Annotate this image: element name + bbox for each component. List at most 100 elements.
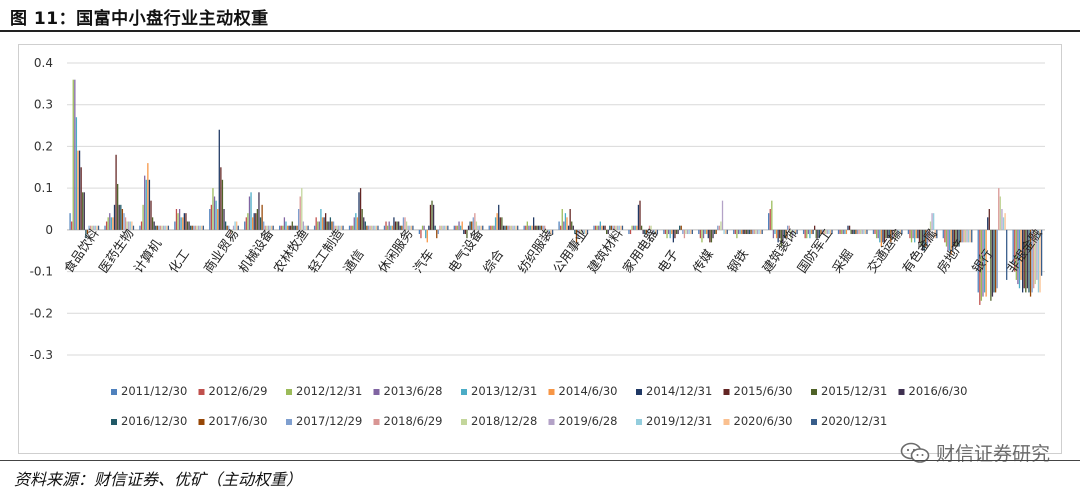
bar xyxy=(574,229,576,235)
bar xyxy=(437,229,439,235)
bar xyxy=(250,192,252,230)
bar xyxy=(980,229,983,301)
legend-swatch xyxy=(548,389,555,395)
bar xyxy=(410,225,412,230)
bar xyxy=(844,229,846,235)
bar xyxy=(712,229,714,239)
bar xyxy=(315,217,317,230)
bar xyxy=(750,229,752,235)
bar xyxy=(979,229,981,305)
bar xyxy=(279,225,281,230)
bar xyxy=(747,229,749,235)
bar xyxy=(512,225,514,230)
bar xyxy=(494,217,497,230)
bar xyxy=(491,225,494,230)
bar xyxy=(909,229,911,239)
bar xyxy=(109,213,111,230)
bar xyxy=(758,229,760,235)
bar xyxy=(280,225,282,230)
bar xyxy=(366,225,368,230)
bar xyxy=(232,225,235,230)
bar xyxy=(224,221,227,230)
bar xyxy=(128,221,130,230)
bar xyxy=(283,217,286,230)
bar xyxy=(885,229,887,239)
bar xyxy=(575,229,578,243)
bar xyxy=(912,229,914,239)
bar xyxy=(158,225,160,230)
legend-label: 2017/6/30 xyxy=(209,414,268,428)
bar xyxy=(969,229,971,243)
bar xyxy=(837,229,840,235)
bar xyxy=(710,229,713,243)
bar xyxy=(182,217,184,230)
bar xyxy=(875,229,878,239)
bar xyxy=(326,221,328,230)
bar xyxy=(425,229,427,239)
bar xyxy=(783,229,786,239)
bar xyxy=(375,225,378,230)
bar xyxy=(398,221,400,230)
bar xyxy=(218,129,220,230)
bar xyxy=(1022,229,1024,293)
bar xyxy=(864,229,867,235)
bar xyxy=(675,229,678,235)
bar xyxy=(655,229,657,235)
bar xyxy=(82,192,84,230)
bar xyxy=(301,188,303,230)
bar xyxy=(71,221,73,230)
y-tick-label: 0.1 xyxy=(34,181,53,195)
bar xyxy=(644,229,646,235)
bar xyxy=(220,167,222,230)
bar xyxy=(93,225,95,230)
bar xyxy=(713,229,716,235)
bar xyxy=(175,209,178,230)
category-label: 休闲服务 xyxy=(375,226,416,276)
bar xyxy=(85,229,87,239)
bar xyxy=(823,229,825,235)
bar xyxy=(510,225,512,230)
bar xyxy=(161,225,163,230)
bar xyxy=(648,225,651,230)
bar xyxy=(637,204,640,230)
bar xyxy=(656,229,659,235)
bar xyxy=(267,225,270,230)
bar xyxy=(447,225,449,230)
bar xyxy=(202,225,204,230)
bar xyxy=(80,167,82,230)
category-label: 医药生物 xyxy=(96,226,137,276)
bar xyxy=(371,225,373,230)
bar xyxy=(272,225,274,230)
bar xyxy=(258,192,260,230)
bar xyxy=(94,225,97,230)
bar xyxy=(444,225,446,230)
bar xyxy=(679,225,681,230)
bar xyxy=(213,196,216,230)
bar xyxy=(269,225,271,230)
bar xyxy=(1039,229,1041,293)
bar xyxy=(466,229,468,239)
bar xyxy=(432,204,435,230)
bar xyxy=(542,225,544,230)
legend-swatch xyxy=(198,419,205,425)
bar xyxy=(442,225,444,230)
bar xyxy=(251,217,254,230)
bar xyxy=(534,225,536,230)
bar xyxy=(967,229,970,243)
bar xyxy=(471,221,473,230)
bar xyxy=(363,217,365,230)
bar xyxy=(340,225,343,230)
bar xyxy=(560,225,562,230)
bar xyxy=(645,229,647,235)
bar xyxy=(752,229,754,235)
chart-frame: 0.4 0.3 0.2 0.1 0 -0.1 -0.2 -0.3 食品饮料 医药生物 计算机 化工 商业… xyxy=(18,44,1062,454)
bar xyxy=(563,221,565,230)
bar xyxy=(529,225,532,230)
bar xyxy=(131,221,133,230)
bar xyxy=(525,225,527,230)
bar xyxy=(774,229,776,235)
bar xyxy=(342,225,344,230)
bar xyxy=(197,225,200,230)
bar xyxy=(359,188,362,230)
bar xyxy=(186,221,189,230)
